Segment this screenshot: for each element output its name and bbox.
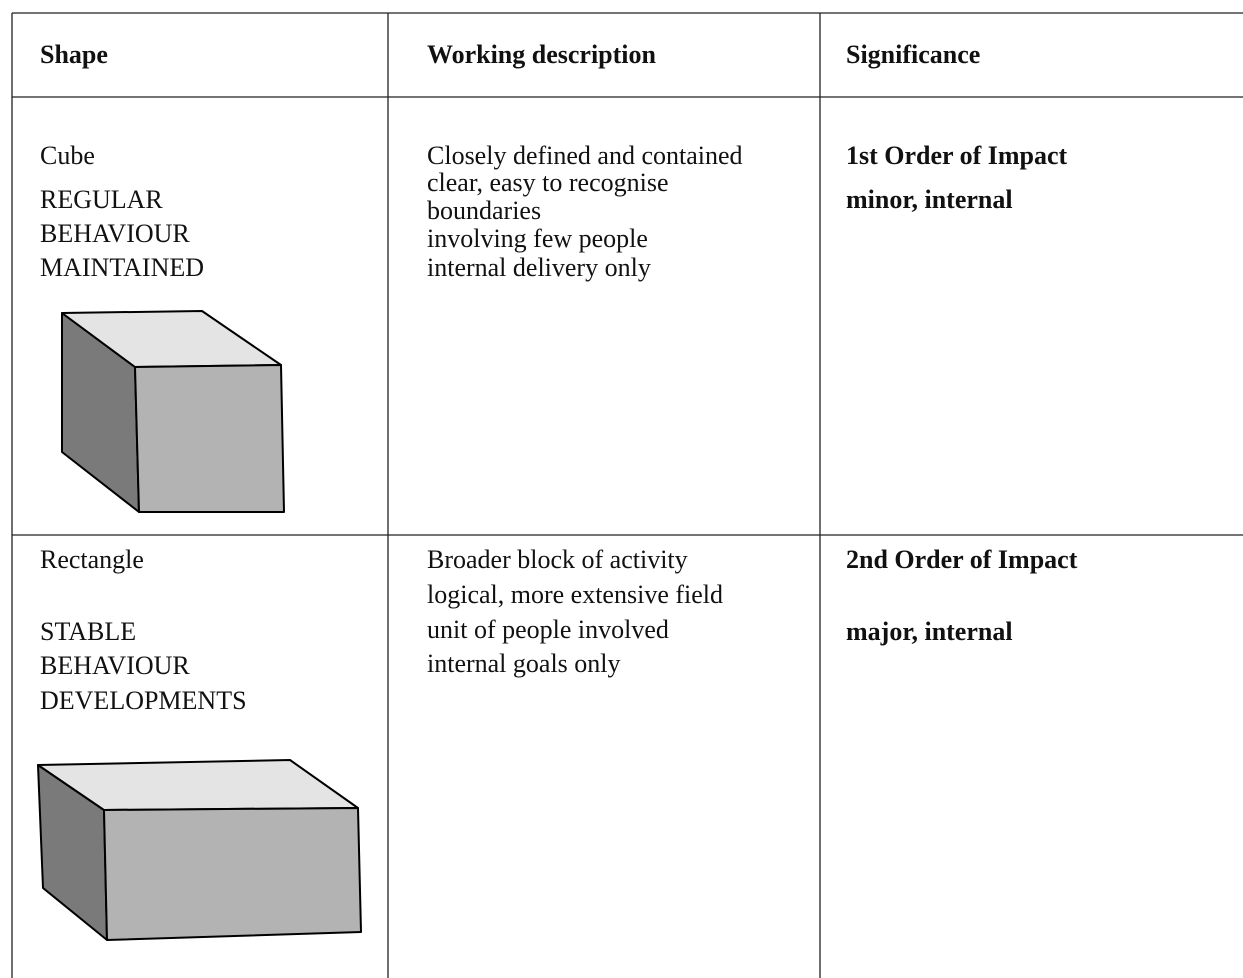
shape-caption: DEVELOPMENTS	[40, 686, 247, 715]
shape-caption: BEHAVIOUR	[40, 651, 190, 680]
description: internal goals only	[427, 649, 621, 678]
table-grid	[11, 12, 1243, 978]
description: internal delivery only	[427, 253, 651, 282]
row: Rectangle STABLE BEHAVIOUR DEVELOPMENTS …	[37, 545, 1078, 941]
header-cell: Working description	[427, 40, 657, 69]
description: logical, more extensive field	[427, 580, 723, 609]
header-cell: Significance	[846, 40, 980, 69]
header-cell: Shape	[40, 40, 108, 69]
significance: 2nd Order of Impact	[846, 545, 1078, 574]
row: Cube REGULAR BEHAVIOUR MAINTAINED Closel…	[40, 141, 1068, 513]
shape-caption: MAINTAINED	[40, 253, 204, 282]
header: Shape Working description Significance	[40, 40, 980, 69]
description: Broader block of activity	[427, 545, 688, 574]
description: boundaries	[427, 196, 541, 225]
shape-caption: STABLE	[40, 617, 136, 646]
description: involving few people	[427, 224, 648, 253]
rect-front	[103, 807, 362, 941]
cube-illustration	[61, 310, 285, 513]
description: unit of people involved	[427, 615, 669, 644]
shape-caption: BEHAVIOUR	[40, 219, 190, 248]
shape-caption: REGULAR	[40, 185, 163, 214]
shape-name: Rectangle	[40, 545, 144, 574]
shape-name: Cube	[40, 141, 95, 170]
cube-front	[134, 364, 285, 513]
significance: major, internal	[846, 617, 1013, 646]
description: Closely defined and contained	[427, 141, 743, 170]
rectangle-illustration	[37, 759, 362, 941]
description: clear, easy to recognise	[427, 168, 669, 197]
significance: minor, internal	[846, 185, 1013, 214]
significance: 1st Order of Impact	[846, 141, 1068, 170]
